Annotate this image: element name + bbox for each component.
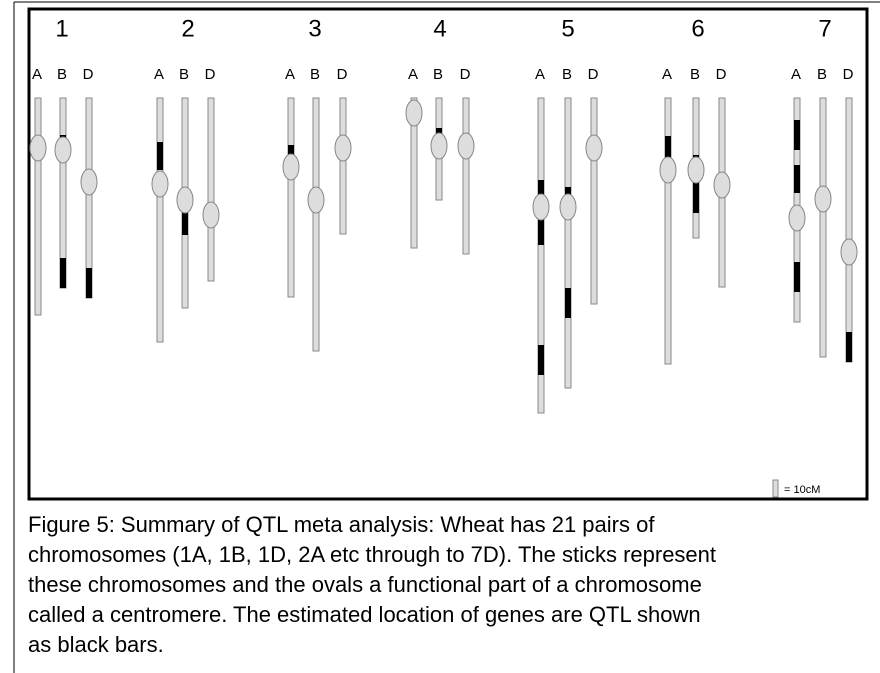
chromosome-label: B [310,66,320,83]
centromere [307,186,325,214]
chromosome-label: D [205,66,216,83]
scale-stick [772,479,779,498]
centromere [532,193,550,221]
chromosomes: 1A B D2A B D3A B D4A B D5A B D6A B D7A B D [29,15,858,414]
caption-line: these chromosomes and the ovals a functi… [28,572,702,597]
chromosome-group-number: 2 [181,15,194,42]
qtl-bar [794,165,800,193]
chromosome-stick [207,97,215,282]
centromere [559,193,577,221]
chromosome-stick [156,97,164,343]
centromere [659,156,677,184]
chromosome-label: D [716,66,727,83]
chromosome-group-number: 3 [308,15,321,42]
centromere [334,134,352,162]
chromosome-stick [819,97,827,358]
centromere [282,153,300,181]
qtl-bar [794,120,800,150]
chromosome-stick [845,97,853,363]
chromosome-group-number: 7 [818,15,831,42]
chromosome-label: A [285,66,295,83]
centromere [29,134,47,162]
chromosome-stick [34,97,42,316]
centromere [713,171,731,199]
chromosome-label: D [337,66,348,83]
centromere [202,201,220,229]
qtl-bar [565,288,571,318]
qtl-bar [86,268,92,298]
chromosome-stick [590,97,598,305]
chromosome-label: B [562,66,572,83]
centromere [687,156,705,184]
chromosome-stick [664,97,672,365]
chromosome-label: A [662,66,672,83]
chromosome-label: A [791,66,801,83]
chromosome-label: D [460,66,471,83]
qtl-bar [665,136,671,165]
chromosome-group-number: 6 [691,15,704,42]
qtl-bar [538,345,544,375]
chromosome-stick [462,97,470,255]
qtl-bar [846,332,852,362]
chromosome-label: B [817,66,827,83]
chromosome-stick [339,97,347,235]
chromosome-stick [410,97,418,249]
chromosome-label: D [843,66,854,83]
centromere [151,170,169,198]
caption: Figure 5: Summary of QTL meta analysis: … [28,512,716,657]
qtl-bar [157,142,163,170]
centromere [585,134,603,162]
chromosome-stick [564,97,572,389]
figure-frame [27,7,869,501]
chromosome-label: B [690,66,700,83]
centromere [405,99,423,127]
centromere [80,168,98,196]
qtl-bar [794,262,800,292]
qtl-bar [182,205,188,235]
chromosome-label: D [83,66,94,83]
centromere [840,238,858,266]
scale-label: = 10cM [784,484,820,496]
qtl-bar [693,155,699,213]
chromosome-label: B [57,66,67,83]
qtl-bar [60,258,66,288]
centromere [176,186,194,214]
caption-line: as black bars. [28,632,164,657]
caption-line: called a centromere. The estimated locat… [28,602,701,627]
chromosome-label: A [408,66,418,83]
centromere [814,185,832,213]
chromosome-stick [537,97,545,414]
chromosome-group-number: 1 [55,15,68,42]
centromere [54,136,72,164]
chromosome-stick [312,97,320,352]
chromosome-group-number: 4 [433,15,446,42]
chromosome-label: D [588,66,599,83]
chromosome-label: A [535,66,545,83]
centromere [788,204,806,232]
caption-line: Figure 5: Summary of QTL meta analysis: … [28,512,655,537]
chromosome-label: B [433,66,443,83]
chromosome-group-number: 5 [561,15,574,42]
chromosome-stick [287,97,295,298]
caption-line: chromosomes (1A, 1B, 1D, 2A etc through … [28,542,716,567]
chromosome-label: B [179,66,189,83]
centromere [430,132,448,160]
chromosome-label: A [154,66,164,83]
chromosome-label: A [32,66,42,83]
centromere [457,132,475,160]
